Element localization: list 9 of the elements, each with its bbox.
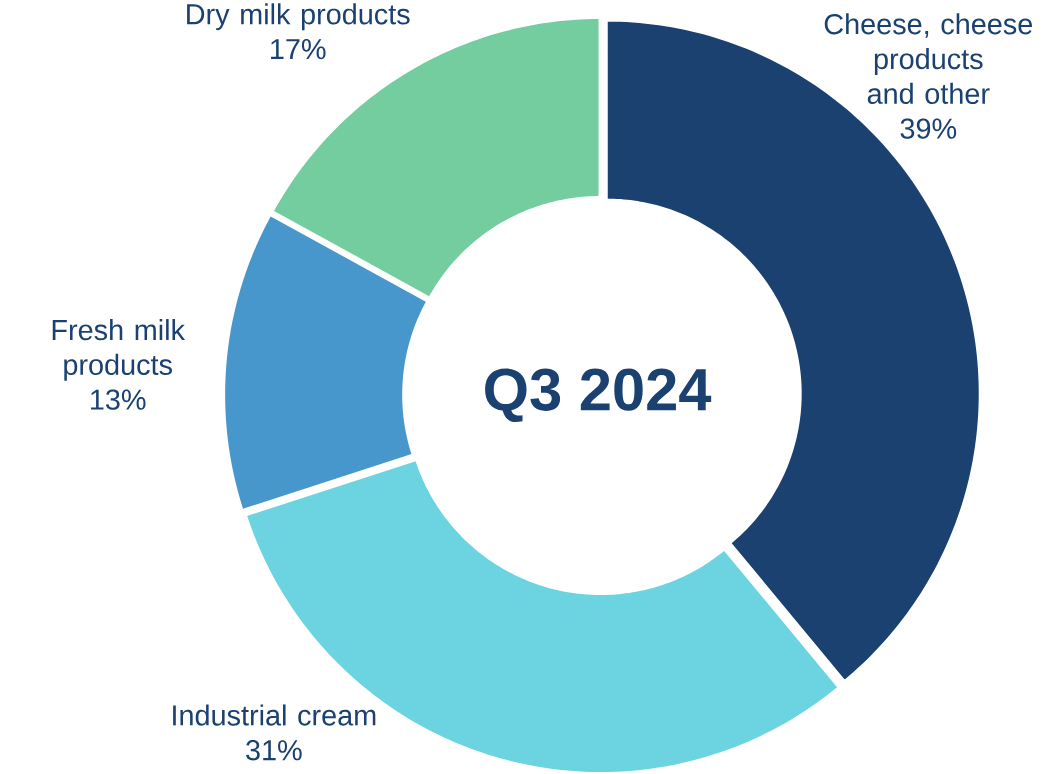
- slice-label: Dry milk products: [187, 3, 410, 31]
- slice-label: Cheese, cheese products and other: [824, 13, 1033, 104]
- slice-label: Industrial cream: [173, 704, 376, 726]
- data-label: 13%: [91, 389, 146, 410]
- data-label: 17%: [271, 39, 326, 60]
- slice-label: Fresh milk products: [52, 319, 186, 381]
- data-label: 39%: [900, 118, 957, 139]
- data-label: 31%: [246, 740, 302, 761]
- text: Q3 2024: [485, 368, 712, 422]
